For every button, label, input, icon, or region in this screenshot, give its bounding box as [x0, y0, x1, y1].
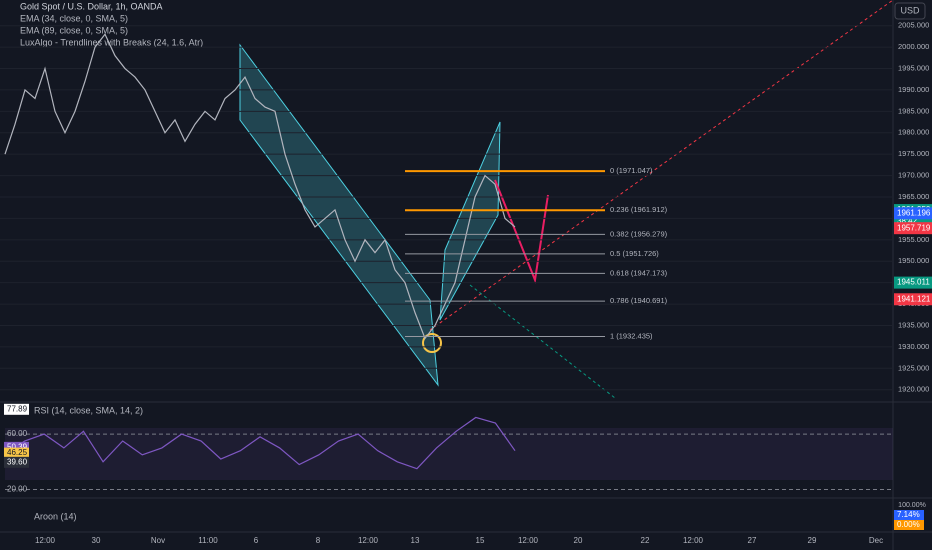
fib-label: 0 (1971.047)	[610, 166, 653, 175]
time-label: 27	[748, 536, 757, 545]
currency-button[interactable]	[894, 2, 926, 20]
price-badge	[894, 222, 932, 235]
time-label: 13	[411, 536, 420, 545]
price-badge-label: 1961.196	[897, 208, 931, 217]
channel	[239, 43, 439, 387]
rsi-tick-label: 20.00	[7, 485, 28, 494]
time-label: 29	[808, 536, 817, 545]
price-badge	[894, 207, 932, 220]
countdown: 38:42	[897, 217, 918, 226]
price-badge-label: 1945.011	[897, 278, 930, 287]
aroon-title: Aroon (14)	[34, 511, 77, 521]
time-label: Nov	[151, 536, 165, 545]
price-tick-label: 1985.000	[898, 106, 929, 115]
time-label: 12:00	[518, 536, 539, 545]
time-label: 22	[641, 536, 650, 545]
symbol: Gold Spot / U.S. Dollar, 1h, OANDA	[20, 1, 163, 11]
price-tick-label: 1955.000	[898, 235, 929, 244]
price-tick-label: 1990.000	[898, 85, 929, 94]
rsi-badge-label: 50.39	[7, 442, 28, 451]
projection	[494, 179, 549, 284]
currency[interactable]: USD	[900, 5, 920, 15]
price-tick-label: 1975.000	[898, 149, 929, 158]
fib-label: 0.618 (1947.173)	[610, 268, 668, 277]
price-tick-label: 1980.000	[898, 128, 929, 137]
aroon-top: 100.00%	[898, 502, 926, 509]
rsi-badge-label: 77.89	[7, 404, 28, 413]
time-label: 15	[476, 536, 485, 545]
price-tick-label: 1965.000	[898, 192, 929, 201]
time-label: Dec	[869, 536, 883, 545]
price-badge-label: 1941.121	[897, 294, 931, 303]
aroon-badge	[894, 510, 924, 520]
rsi-badge	[4, 441, 29, 453]
price-badge-label: 1957.719	[897, 223, 931, 232]
price-badge	[894, 293, 932, 306]
rsi-badge	[4, 403, 29, 415]
price-tick-label: 1950.000	[898, 256, 929, 265]
rsi-line	[4, 416, 516, 470]
time-label: 8	[316, 536, 321, 545]
price-tick-label: 1995.000	[898, 64, 929, 73]
fib-label: 0.382 (1956.279)	[610, 229, 668, 238]
time-label: 12:00	[35, 536, 56, 545]
indicator: EMA (89, close, 0, SMA, 5)	[20, 25, 128, 35]
aroon-badge-label: 7.14%	[897, 510, 920, 519]
rsi-badge	[4, 456, 29, 468]
time-label: 11:00	[198, 536, 218, 545]
time-label: 12:00	[683, 536, 704, 545]
time-label: 30	[92, 536, 101, 545]
rsi-badge	[4, 447, 29, 459]
rsi-tick-label: 60.00	[7, 429, 28, 438]
aroon-badge	[894, 520, 924, 530]
time-label: 12:00	[358, 536, 379, 545]
countdown-bg	[894, 216, 932, 228]
indicator: EMA (34, close, 0, SMA, 5)	[20, 13, 128, 23]
fib-label: 0.786 (1940.691)	[610, 296, 668, 305]
fib-label: 1 (1932.435)	[610, 331, 653, 340]
price-tick-label: 1925.000	[898, 363, 929, 372]
rsi-title: RSI (14, close, SMA, 14, 2)	[34, 405, 143, 415]
price-badge	[894, 276, 932, 289]
aroon-badge-label: 0.00%	[897, 520, 920, 529]
indicator: LuxAlgo - Trendlines with Breaks (24, 1.…	[20, 37, 203, 47]
rsi-band	[5, 428, 893, 480]
time-label: 20	[574, 536, 583, 545]
fib-label: 0.236 (1961.912)	[610, 205, 668, 214]
price-tick-label: 2005.000	[898, 21, 929, 30]
price-tick-label: 1970.000	[898, 171, 929, 180]
price-line	[4, 33, 516, 340]
price-tick-label: 2000.000	[898, 42, 929, 51]
fib-label: 0.5 (1951.726)	[610, 249, 659, 258]
price-tick-label: 1920.000	[898, 385, 929, 394]
rsi-badge-label: 39.60	[7, 457, 28, 466]
price-tick-label: 1935.000	[898, 320, 929, 329]
rsi-badge-label: 46.25	[7, 448, 28, 457]
marker	[422, 333, 442, 353]
time-label: 6	[254, 536, 259, 545]
trendline	[429, 0, 894, 331]
price-tick-label: 1930.000	[898, 342, 929, 351]
